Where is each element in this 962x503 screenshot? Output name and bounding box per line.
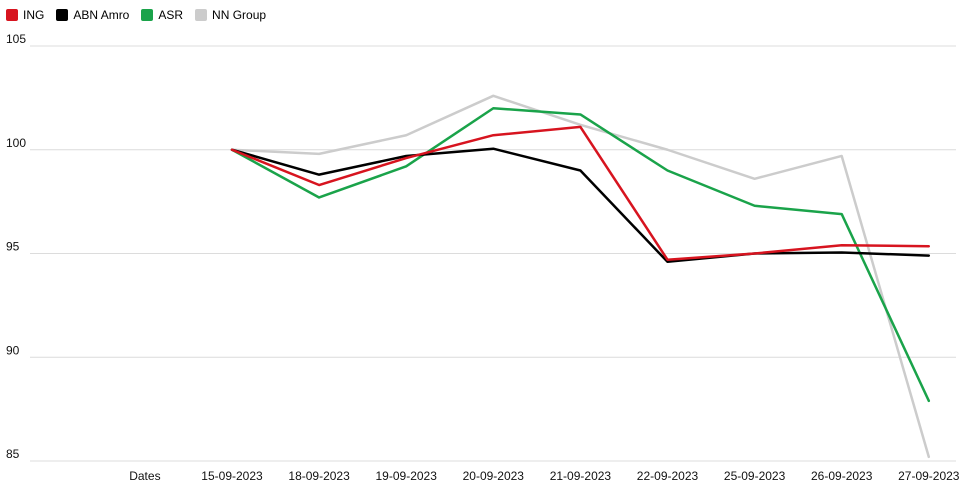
legend-swatch — [141, 9, 154, 21]
x-tick-label: 26-09-2023 — [811, 469, 873, 483]
legend-swatch — [195, 9, 208, 21]
legend-label: ASR — [158, 8, 184, 22]
legend-swatch — [56, 9, 69, 21]
series-line-nn-group — [230, 94, 931, 459]
series-line-ing — [230, 125, 931, 261]
y-tick-label: 100 — [6, 136, 26, 150]
y-tick-label: 105 — [6, 32, 26, 46]
x-tick-label: 15-09-2023 — [201, 469, 263, 483]
x-axis-header: Dates — [129, 469, 160, 483]
legend-label: ING — [23, 8, 45, 22]
series-line-asr — [230, 107, 931, 403]
series-line-abn-amro — [230, 147, 931, 264]
x-tick-label: 25-09-2023 — [724, 469, 786, 483]
legend-item: ING — [6, 8, 44, 22]
legend: ING ABN Amro ASR NN Group — [6, 8, 278, 22]
legend-label: NN Group — [212, 8, 267, 22]
y-tick-label: 90 — [6, 343, 20, 357]
x-tick-label: 20-09-2023 — [463, 469, 525, 483]
x-tick-label: 18-09-2023 — [288, 469, 350, 483]
x-tick-label: 22-09-2023 — [637, 469, 699, 483]
x-tick-label: 27-09-2023 — [898, 469, 960, 483]
x-tick-label: 19-09-2023 — [376, 469, 438, 483]
x-tick-label: 21-09-2023 — [550, 469, 612, 483]
legend-label: ABN Amro — [73, 8, 130, 22]
legend-item: NN Group — [195, 8, 266, 22]
y-tick-label: 85 — [6, 447, 20, 461]
legend-item: ASR — [141, 8, 183, 22]
legend-swatch — [6, 9, 18, 21]
y-tick-label: 95 — [6, 240, 20, 254]
legend-item: ABN Amro — [56, 8, 129, 22]
